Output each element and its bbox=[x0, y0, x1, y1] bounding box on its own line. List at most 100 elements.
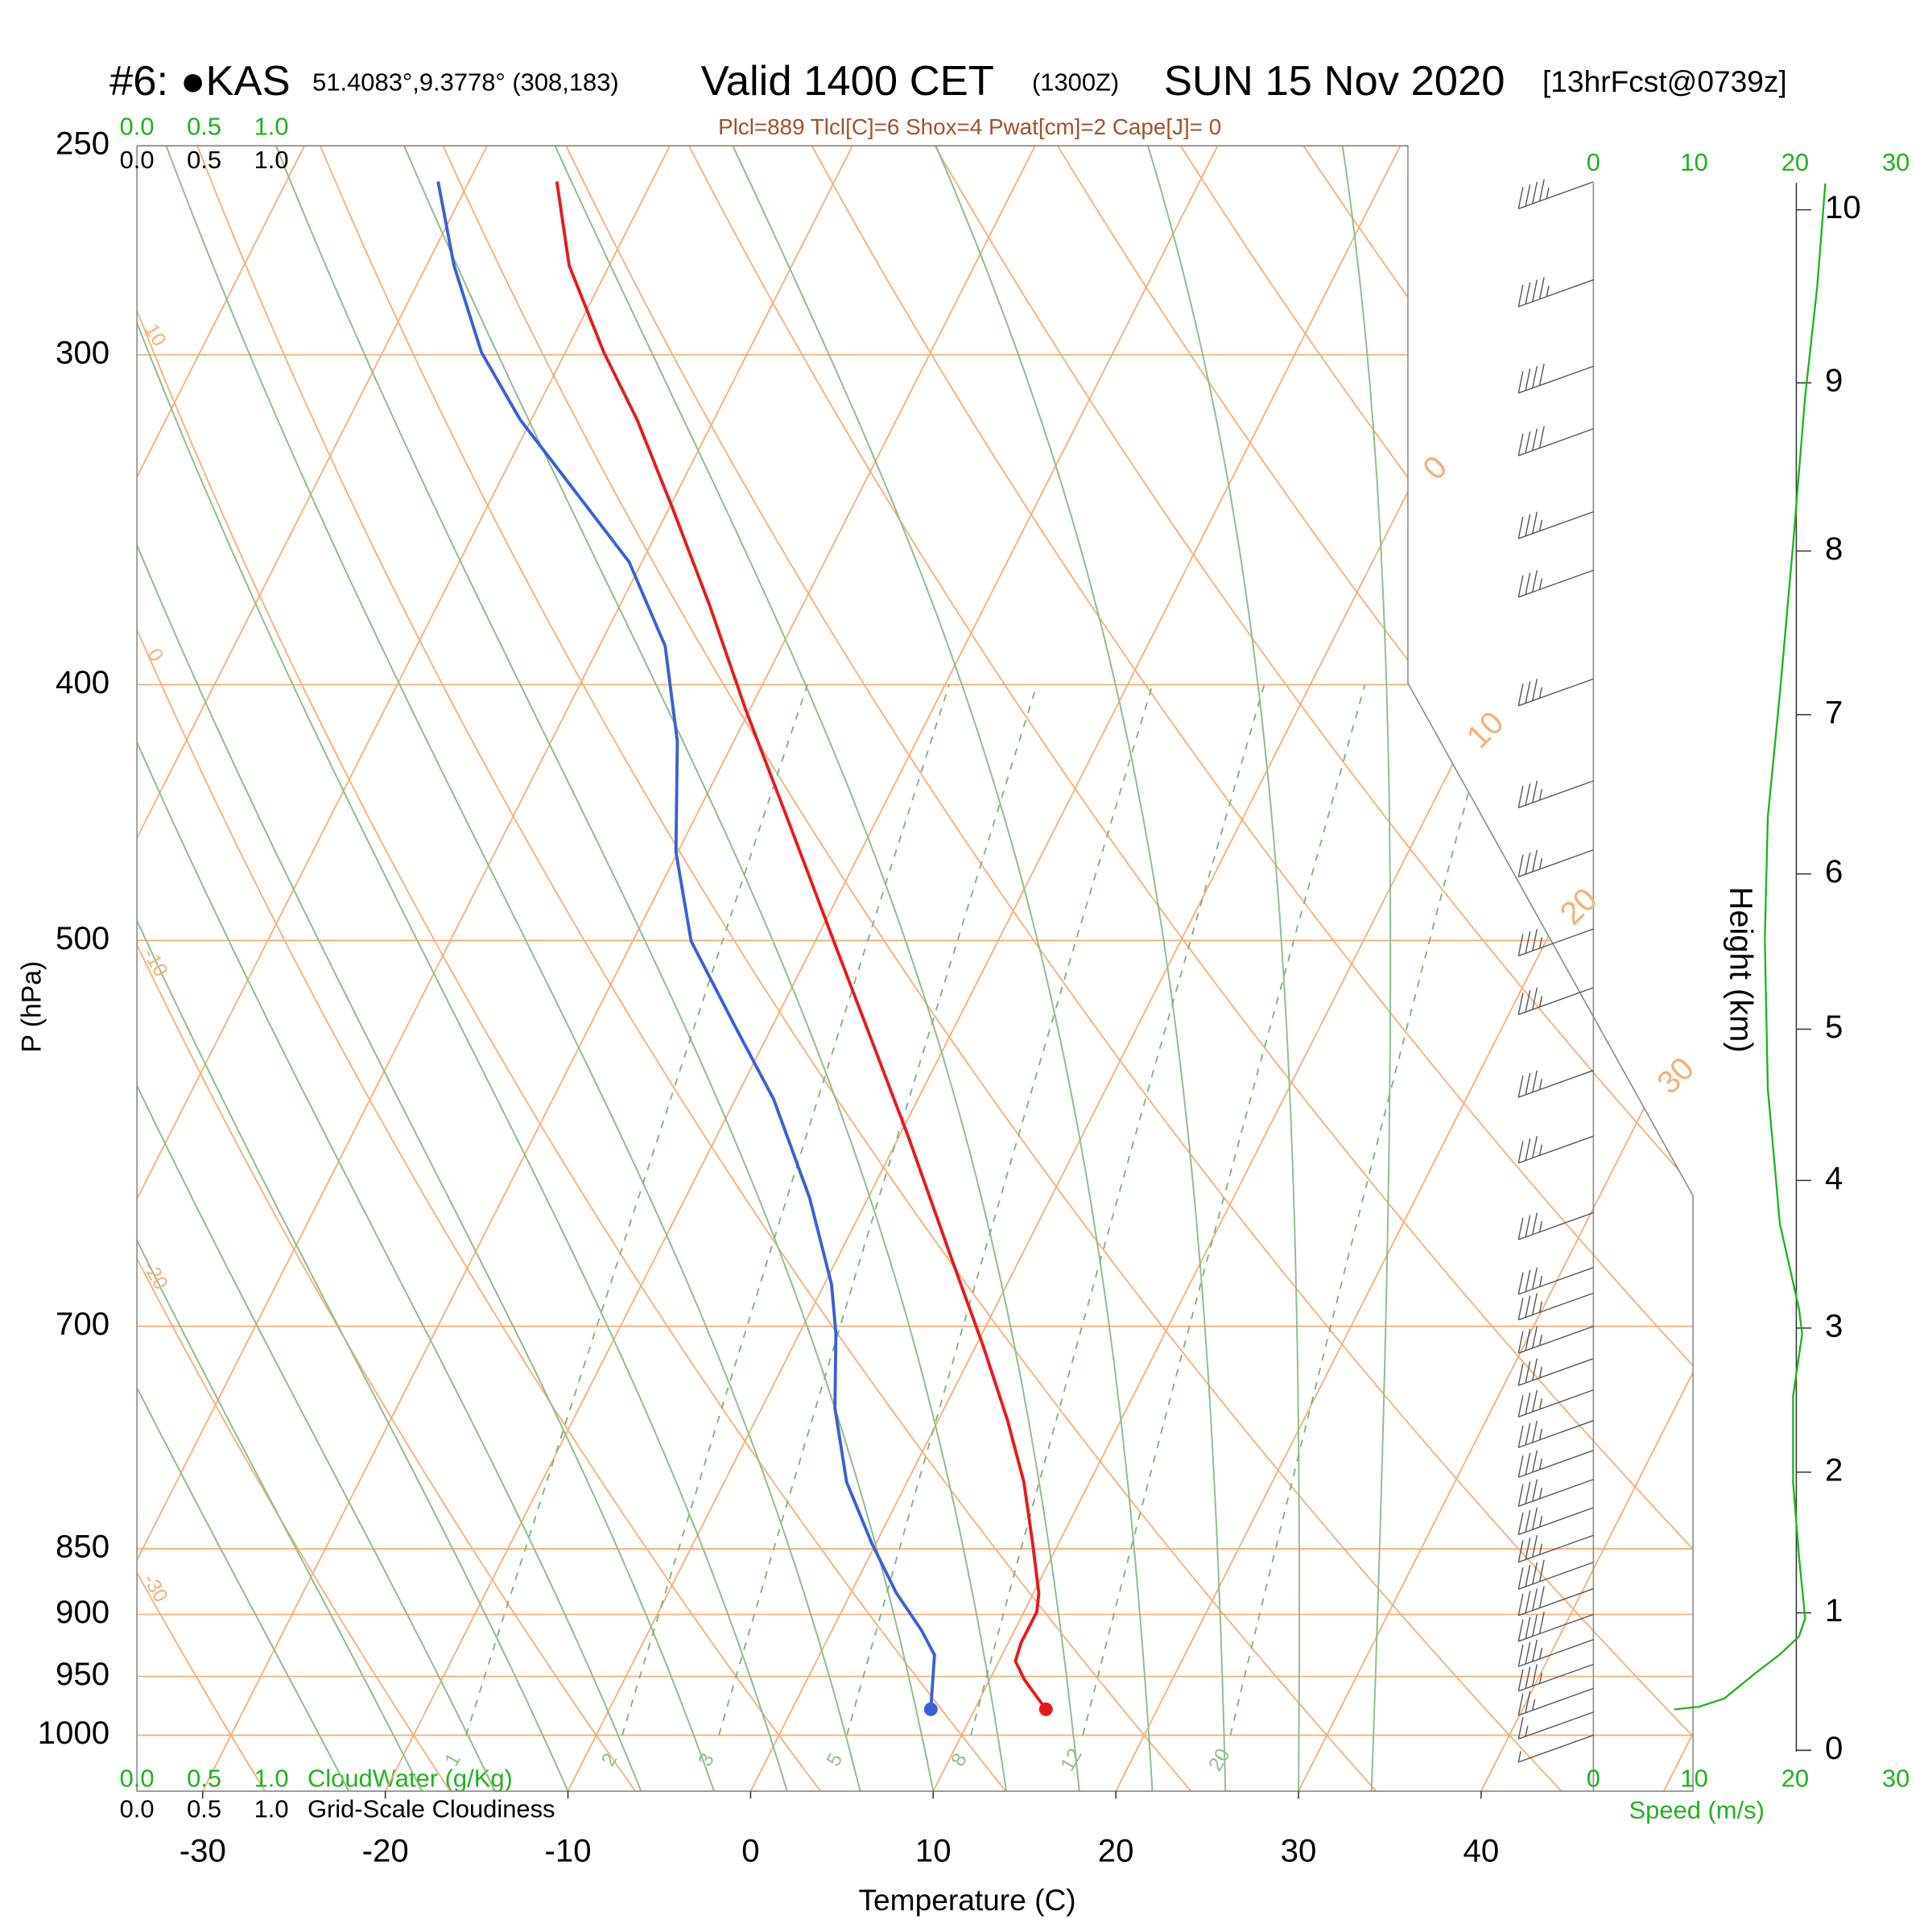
speed-tick-label-bottom: 20 bbox=[1781, 1764, 1809, 1792]
wind-barb bbox=[1517, 179, 1594, 209]
cloud-tick-label-bottom: 0.0 bbox=[120, 1764, 155, 1792]
y-tick-label: 950 bbox=[56, 1657, 109, 1692]
mixing-ratio-line bbox=[718, 684, 1038, 1736]
cloud-tick-label-bottom: 0.5 bbox=[187, 1764, 221, 1792]
wind-barb bbox=[1517, 1325, 1594, 1354]
moist-adiabat bbox=[137, 146, 350, 1792]
moist-adiabat bbox=[403, 146, 1008, 1792]
speed-tick-label-top: 30 bbox=[1882, 148, 1909, 176]
wind-barb bbox=[1517, 1507, 1594, 1535]
speed-tick-label-bottom: 10 bbox=[1680, 1764, 1707, 1792]
y-axis-label: P (hPa) bbox=[17, 961, 47, 1053]
height-tick-label: 4 bbox=[1825, 1161, 1843, 1196]
moist-adiabat bbox=[137, 146, 569, 1792]
x-axis-label: Temperature (C) bbox=[858, 1884, 1075, 1917]
y-tick-label: 400 bbox=[56, 665, 109, 700]
wind-barb bbox=[1517, 1687, 1594, 1716]
surface-point bbox=[1038, 1702, 1053, 1716]
height-tick-label: 5 bbox=[1825, 1009, 1843, 1045]
mixing-ratio-line bbox=[846, 684, 1154, 1736]
moist-adiabat bbox=[732, 146, 1154, 1792]
moist-adiabat bbox=[935, 146, 1227, 1792]
frame bbox=[136, 145, 1694, 1792]
wind-barb bbox=[1517, 1135, 1594, 1164]
wind-barb bbox=[1517, 1612, 1594, 1642]
wind-barb bbox=[1517, 1450, 1594, 1478]
isotherm bbox=[137, 146, 488, 1792]
wind-barb bbox=[1517, 1663, 1594, 1692]
wind-barb bbox=[1517, 678, 1594, 707]
y-tick-label: 500 bbox=[56, 921, 109, 956]
dry-adiabat bbox=[137, 146, 452, 1792]
x-tick-label: -10 bbox=[544, 1833, 591, 1868]
y-tick-label: 900 bbox=[56, 1595, 109, 1630]
wind-barb bbox=[1517, 277, 1594, 308]
height-tick-label: 2 bbox=[1825, 1452, 1843, 1488]
wind-barb bbox=[1517, 1711, 1594, 1740]
isotherm bbox=[1298, 146, 1694, 1792]
dry-adiabat bbox=[196, 146, 1192, 1792]
cloud-tick-label-bottom: 0.0 bbox=[120, 1795, 155, 1823]
y-tick-label: 700 bbox=[56, 1307, 109, 1342]
forecast: [13hrFcst@0739z] bbox=[1542, 65, 1787, 98]
cloud-tick-label-top: 0.5 bbox=[187, 113, 221, 141]
height-tick-label: 9 bbox=[1825, 363, 1843, 398]
title: #6: ●KAS bbox=[109, 58, 291, 105]
wind-barb bbox=[1517, 928, 1594, 957]
wind-barb bbox=[1517, 1559, 1594, 1590]
valid-time: Valid 1400 CET bbox=[701, 58, 994, 105]
isotherm bbox=[201, 146, 1036, 1792]
moist-adiabat bbox=[1146, 146, 1300, 1792]
mixing-ratio-line bbox=[1082, 684, 1366, 1736]
x-tick-label: 10 bbox=[915, 1833, 952, 1868]
wind-barb bbox=[1517, 1266, 1594, 1295]
height-tick-label: 7 bbox=[1825, 695, 1843, 730]
moist-adiabat bbox=[165, 146, 861, 1792]
moist-adiabat bbox=[554, 146, 1080, 1792]
dry-adiabat bbox=[137, 146, 822, 1792]
isotherm bbox=[1480, 146, 1694, 1792]
speed-tick-label-bottom: 0 bbox=[1587, 1764, 1600, 1792]
dry-adiabat bbox=[811, 146, 1694, 1792]
dry-adiabat bbox=[934, 146, 1694, 1792]
date: SUN 15 Nov 2020 bbox=[1164, 58, 1505, 105]
wind-barb bbox=[1517, 569, 1594, 598]
height-tick-label: 1 bbox=[1825, 1593, 1843, 1629]
height-tick-label: 8 bbox=[1825, 531, 1843, 567]
speed-tick-label-bottom: 30 bbox=[1882, 1764, 1909, 1792]
wind-barb bbox=[1517, 1534, 1594, 1563]
dry-adiabat bbox=[137, 146, 266, 1792]
wind-barb bbox=[1517, 1212, 1594, 1241]
height-tick-label: 3 bbox=[1825, 1308, 1843, 1344]
y-tick-label: 1000 bbox=[38, 1715, 109, 1751]
wind-barb bbox=[1517, 849, 1594, 877]
mixing-ratio-line bbox=[621, 684, 951, 1736]
speed-tick-label-top: 0 bbox=[1587, 148, 1600, 176]
subtitle: Plcl=889 Tlcl[C]=6 Shox=4 Pwat[cm]=2 Cap… bbox=[718, 114, 1221, 139]
plot-area bbox=[137, 146, 1694, 1792]
cloudiness-label: Grid-Scale Cloudiness bbox=[308, 1795, 555, 1823]
wind-barb bbox=[1517, 1586, 1594, 1616]
location: 51.4083°,9.3778° (308,183) bbox=[312, 68, 619, 97]
cloud-tick-label-top: 1.0 bbox=[254, 113, 289, 141]
y-tick-label: 250 bbox=[56, 126, 109, 162]
cloud-tick-label-bottom: 1.0 bbox=[254, 1795, 289, 1823]
isotherm bbox=[1115, 146, 1694, 1792]
cloud-tick-label-top: 0.0 bbox=[120, 113, 155, 141]
wind-barb bbox=[1517, 1420, 1594, 1448]
isotherm bbox=[137, 146, 853, 1792]
height-tick-label: 10 bbox=[1825, 190, 1861, 225]
y-tick-label: 300 bbox=[56, 335, 109, 370]
wind-barb bbox=[1517, 363, 1594, 394]
height-axis-label: Height (km) bbox=[1724, 887, 1759, 1053]
dry-adiabat bbox=[565, 146, 1694, 1792]
surface-point bbox=[923, 1702, 938, 1716]
wind-barb bbox=[1517, 426, 1594, 456]
moist-adiabat bbox=[275, 146, 935, 1792]
dry-adiabat bbox=[319, 146, 1377, 1792]
mixing-ratio-line bbox=[970, 684, 1265, 1736]
wind-barb bbox=[1517, 1479, 1594, 1507]
moist-adiabat bbox=[1341, 146, 1392, 1792]
x-tick-label: -20 bbox=[362, 1833, 409, 1868]
